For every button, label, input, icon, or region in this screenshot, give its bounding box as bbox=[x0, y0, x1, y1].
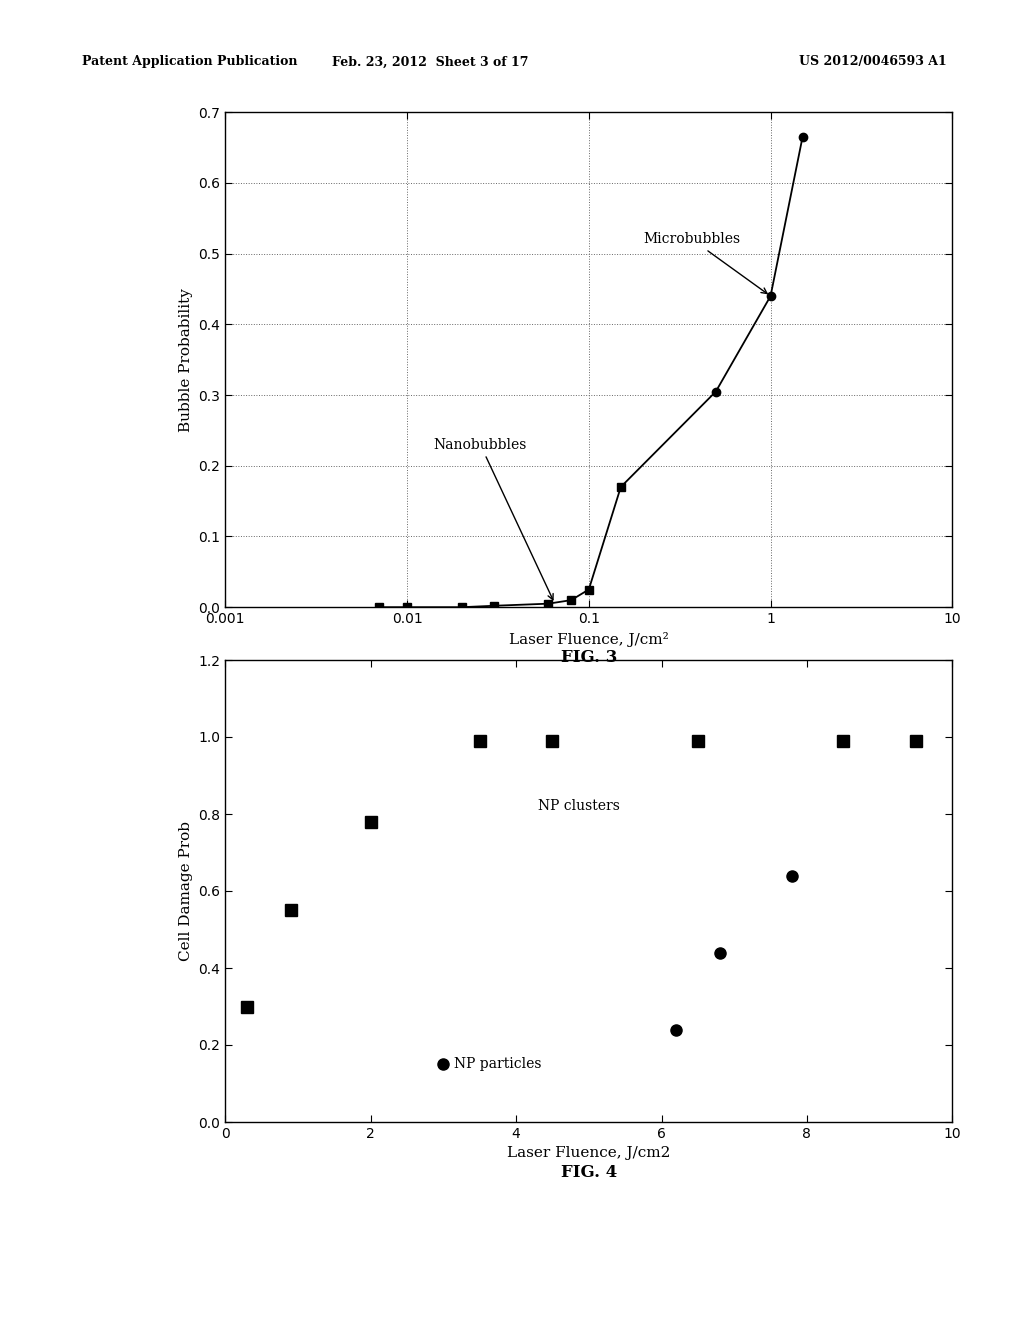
Text: FIG. 4: FIG. 4 bbox=[561, 1164, 616, 1181]
Text: Feb. 23, 2012  Sheet 3 of 17: Feb. 23, 2012 Sheet 3 of 17 bbox=[332, 55, 528, 69]
Text: FIG. 3: FIG. 3 bbox=[560, 649, 617, 667]
X-axis label: Laser Fluence, J/cm²: Laser Fluence, J/cm² bbox=[509, 631, 669, 647]
Text: Nanobubbles: Nanobubbles bbox=[433, 437, 553, 599]
Text: US 2012/0046593 A1: US 2012/0046593 A1 bbox=[799, 55, 946, 69]
Y-axis label: Bubble Probability: Bubble Probability bbox=[179, 288, 193, 432]
Y-axis label: Cell Damage Prob: Cell Damage Prob bbox=[179, 821, 193, 961]
Text: Microbubbles: Microbubbles bbox=[643, 232, 767, 293]
X-axis label: Laser Fluence, J/cm2: Laser Fluence, J/cm2 bbox=[507, 1146, 671, 1160]
Text: Patent Application Publication: Patent Application Publication bbox=[82, 55, 297, 69]
Text: NP particles: NP particles bbox=[455, 1057, 542, 1072]
Text: NP clusters: NP clusters bbox=[538, 800, 620, 813]
